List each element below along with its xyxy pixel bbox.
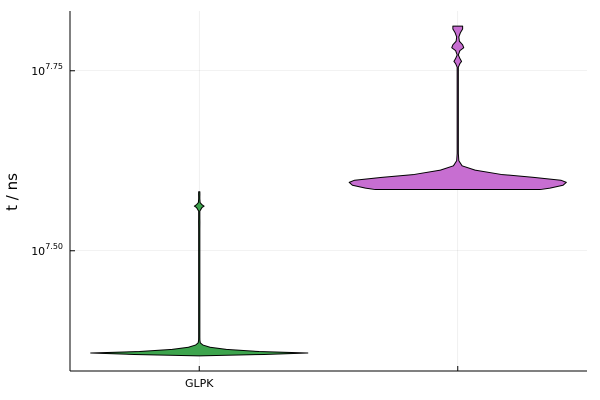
y-tick-base: 10: [31, 65, 45, 78]
axes: [69, 11, 587, 372]
y-tick-label: 107.50: [31, 242, 63, 258]
violins: [90, 25, 567, 357]
y-tick-label: 107.75: [31, 62, 63, 78]
x-ticks: GLPK: [185, 366, 459, 390]
x-tick-label: GLPK: [185, 377, 214, 390]
grid-lines: [70, 11, 587, 371]
violin-glpk: [90, 191, 309, 357]
y-tick-base: 10: [31, 245, 45, 258]
y-axis-title: t / ns: [3, 173, 21, 211]
y-tick-exponent: 7.50: [45, 242, 63, 251]
y-tick-exponent: 7.75: [45, 62, 63, 71]
violin-series-2: [348, 25, 567, 191]
